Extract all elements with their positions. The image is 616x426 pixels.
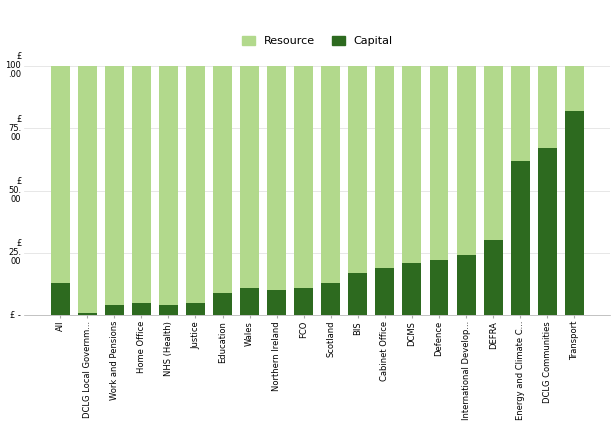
Bar xyxy=(349,273,367,315)
Bar xyxy=(267,66,286,291)
Bar xyxy=(51,283,70,315)
Bar xyxy=(375,66,394,268)
Bar xyxy=(105,66,124,305)
Bar xyxy=(456,66,476,256)
Bar xyxy=(186,66,205,303)
Bar xyxy=(159,305,178,315)
Legend: Resource, Capital: Resource, Capital xyxy=(241,36,393,46)
Bar xyxy=(429,260,448,315)
Bar xyxy=(484,66,503,240)
Bar xyxy=(213,66,232,293)
Bar xyxy=(132,66,151,303)
Bar xyxy=(322,66,340,283)
Bar xyxy=(294,288,313,315)
Bar xyxy=(322,283,340,315)
Bar xyxy=(429,66,448,260)
Bar xyxy=(105,305,124,315)
Bar xyxy=(538,66,557,148)
Bar xyxy=(538,148,557,315)
Bar xyxy=(240,66,259,288)
Bar xyxy=(484,240,503,315)
Bar xyxy=(402,66,421,263)
Bar xyxy=(186,303,205,315)
Bar xyxy=(240,288,259,315)
Bar xyxy=(213,293,232,315)
Bar xyxy=(51,66,70,283)
Bar xyxy=(78,313,97,315)
Bar xyxy=(511,161,530,315)
Bar xyxy=(349,66,367,273)
Bar xyxy=(565,66,584,111)
Bar xyxy=(565,111,584,315)
Bar xyxy=(402,263,421,315)
Bar xyxy=(294,66,313,288)
Bar xyxy=(375,268,394,315)
Bar xyxy=(132,303,151,315)
Bar xyxy=(159,66,178,305)
Bar xyxy=(511,66,530,161)
Bar xyxy=(267,291,286,315)
Bar xyxy=(78,66,97,313)
Bar xyxy=(456,256,476,315)
